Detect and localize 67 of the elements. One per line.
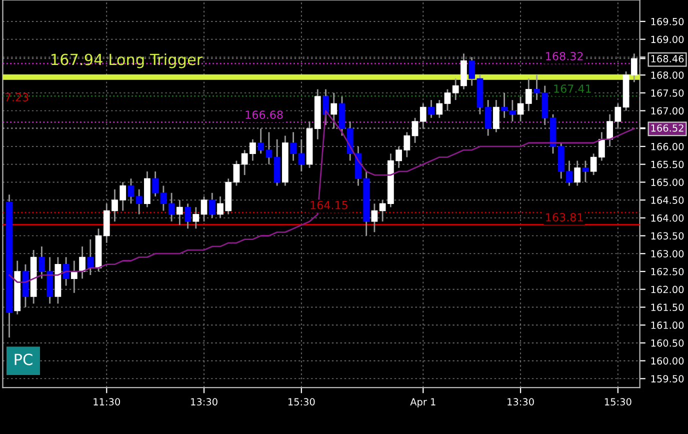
candlestick [517,96,524,122]
y-tick-label: 161.50 [651,304,684,312]
candlestick [582,160,589,183]
y-tick-label: 162.50 [651,268,684,276]
ref-line-label: 168.32 [546,52,583,60]
candlestick [322,88,329,126]
candlestick [266,131,272,166]
y-tick-label: 164.00 [651,214,684,222]
ref-line-label: 163.81 [546,213,583,222]
candlestick [412,117,418,144]
y-tick-label: 165.00 [651,178,684,186]
y-tick-label: 160.50 [651,339,684,347]
candlestick [630,52,638,83]
x-tick-label: 11:30 [94,398,120,406]
candlestick [493,99,500,133]
candlestick [168,192,175,222]
candlestick [128,178,134,204]
x-tick-label: 13:30 [191,398,218,406]
y-tick-label: 164.50 [651,196,684,204]
y-tick-label: 159.50 [651,375,684,382]
y-tick-label: 168.46 [651,55,684,62]
candlestick [192,206,200,230]
candlestick [436,99,443,119]
x-tick-label: 13:30 [508,398,534,406]
candlestick [176,199,183,226]
y-tick-label: 161.00 [651,322,684,329]
y-tick-label: 162.00 [651,286,684,294]
ref-line-label: 164.15 [310,200,348,210]
candlestick [484,99,492,136]
y-tick-label: 167.50 [651,89,684,97]
x-tick-label: 15:30 [604,398,632,406]
candlestick [152,170,159,198]
candlestick [200,196,208,222]
y-tick-label: 169.00 [651,36,684,44]
candlestick [208,192,216,219]
x-tick-label: 15:30 [288,398,315,406]
candlestick [420,102,426,130]
candlestick [525,78,532,112]
candlestick [444,88,451,112]
y-tick-label: 165.50 [651,160,684,168]
candlestick [330,92,338,130]
y-tick-label: 168.00 [651,71,684,79]
candlestick [79,246,86,280]
candlestick [574,160,581,186]
y-tick-label: 166.00 [651,142,684,150]
candlestick [258,128,264,154]
annotation: PC [14,354,32,366]
y-tick-label: 160.00 [651,357,684,365]
ref-line-label: 166.68 [246,110,283,119]
y-tick-label: 163.50 [651,232,684,240]
candlestick [371,202,378,233]
candlestick [160,185,167,212]
annotation: 7.23 [5,93,28,102]
candlestick [87,238,94,276]
ref-line-label: 167.94 Long Trigger [52,53,203,68]
candlestick [184,202,191,230]
ref-line-label: 167.41 [554,84,591,93]
candlestick [233,160,240,186]
candlestick [70,260,78,294]
y-tick-label: 169.50 [651,18,684,26]
candlestick [136,188,142,216]
y-tick-label: 166.52 [651,124,684,132]
y-tick-label: 167.00 [651,107,684,115]
candlestick [428,99,434,119]
candlestick [468,56,476,86]
y-tick-label: 163.00 [651,250,684,258]
x-tick-label: Apr 1 [410,398,436,408]
